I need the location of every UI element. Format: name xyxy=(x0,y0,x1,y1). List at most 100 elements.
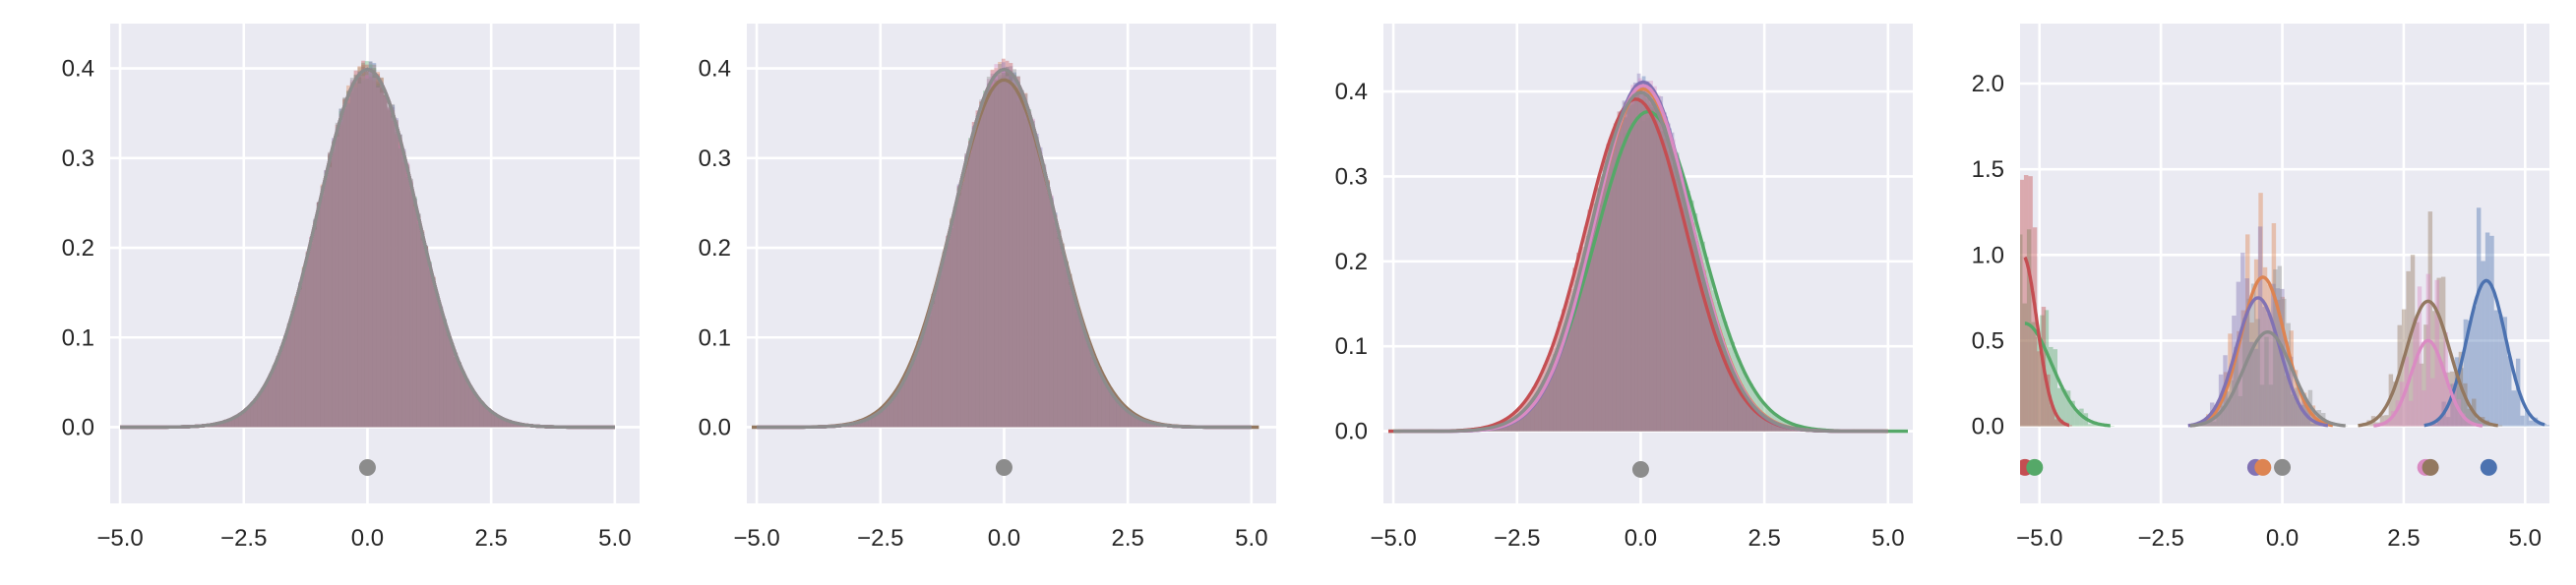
histogram-bar xyxy=(301,274,306,428)
histogram-bar xyxy=(301,268,306,428)
histogram-bar xyxy=(897,385,902,428)
histogram-bar xyxy=(883,407,888,428)
histogram-bar xyxy=(376,72,381,428)
histogram-bar xyxy=(1664,131,1669,432)
histogram-bar xyxy=(2293,396,2298,427)
histogram-bar xyxy=(364,75,369,428)
histogram-bar xyxy=(234,416,239,428)
histogram-bar xyxy=(450,343,455,428)
histogram-bar xyxy=(431,276,436,428)
histogram-bar xyxy=(483,406,488,428)
histogram-bar xyxy=(868,418,872,428)
histogram-bar xyxy=(227,420,232,428)
histogram-bar xyxy=(1696,248,1700,432)
histogram-bar xyxy=(1023,107,1028,428)
histogram-bar xyxy=(931,300,936,428)
histogram-bar xyxy=(1128,413,1132,428)
histogram-bar xyxy=(2450,383,2455,427)
histogram-bar xyxy=(887,403,890,428)
histogram-bar xyxy=(431,277,436,428)
histogram-bar xyxy=(458,362,461,428)
histogram-bar xyxy=(328,155,333,428)
histogram-bar xyxy=(938,267,943,428)
histogram-bar xyxy=(1612,135,1617,432)
histogram-bar xyxy=(483,405,488,428)
histogram-bar xyxy=(912,358,917,428)
histogram-bar xyxy=(398,141,402,428)
histogram-bar xyxy=(923,325,928,428)
histogram-bar xyxy=(2301,392,2307,427)
histogram-bar xyxy=(1776,423,1781,432)
histogram-bar xyxy=(305,260,310,428)
histogram-bar xyxy=(908,368,913,428)
histogram-bar xyxy=(342,108,347,428)
histogram-bar xyxy=(1001,69,1006,428)
histogram-bar xyxy=(1135,417,1139,428)
histogram-bar xyxy=(282,339,287,428)
histogram-bar xyxy=(1740,384,1744,432)
histogram-bar xyxy=(1519,414,1524,432)
histogram-bar xyxy=(401,157,406,428)
histogram-bar xyxy=(450,343,455,428)
histogram-bar xyxy=(276,356,280,428)
histogram-bar xyxy=(2223,372,2229,427)
histogram-bar xyxy=(1693,245,1698,432)
histogram-bar xyxy=(950,220,953,428)
histogram-bar xyxy=(2546,425,2549,427)
histogram-bar xyxy=(506,420,511,428)
histogram-bar xyxy=(1105,385,1110,428)
histogram-bar xyxy=(1563,339,1567,432)
histogram-bar xyxy=(416,213,421,428)
histogram-bar xyxy=(1135,417,1139,428)
histogram-bar xyxy=(983,98,987,428)
histogram-bar xyxy=(431,282,436,428)
histogram-bar xyxy=(1660,108,1665,432)
histogram-bar xyxy=(2422,390,2426,427)
histogram-bar xyxy=(398,145,402,428)
histogram-bar xyxy=(1660,121,1665,432)
histogram-bar xyxy=(1545,381,1550,432)
histogram-bar xyxy=(2229,380,2235,427)
histogram-bar xyxy=(491,412,495,428)
histogram-bar xyxy=(1019,89,1024,428)
histogram-bar xyxy=(261,388,266,428)
histogram-bar xyxy=(376,88,381,428)
histogram-bar xyxy=(460,372,465,428)
histogram-bar xyxy=(1529,407,1534,432)
histogram-bar xyxy=(1716,332,1720,432)
histogram-bar xyxy=(1034,137,1039,428)
histogram-bar xyxy=(1113,397,1117,428)
histogram-bar xyxy=(1679,172,1684,432)
histogram-bar xyxy=(460,371,465,428)
histogram-bar xyxy=(1706,316,1710,432)
histogram-bar xyxy=(1663,112,1667,432)
histogram-series-6 xyxy=(816,70,1196,428)
histogram-bar xyxy=(1622,100,1626,432)
histogram-bar xyxy=(1683,207,1687,432)
histogram-bar xyxy=(1644,86,1648,432)
histogram-bar xyxy=(1075,310,1080,428)
histogram-bar xyxy=(2262,307,2267,427)
histogram-bar xyxy=(1049,201,1054,428)
histogram-bar xyxy=(1722,344,1727,432)
histogram-bar xyxy=(1545,379,1550,432)
histogram-bar xyxy=(282,338,287,428)
x-tick-label: 5.0 xyxy=(1235,525,1267,552)
histogram-bar xyxy=(1636,73,1641,432)
histogram-bar xyxy=(968,145,972,428)
histogram-bar xyxy=(428,269,432,428)
histogram-bar xyxy=(946,235,951,428)
histogram-bar xyxy=(1521,415,1526,432)
histogram-bar xyxy=(935,283,939,428)
y-tick-label: 1.5 xyxy=(1972,156,2004,183)
histogram-bar xyxy=(1697,234,1702,432)
histogram-bar xyxy=(1097,372,1102,428)
histogram-bar xyxy=(506,420,511,428)
histogram-bar xyxy=(316,202,321,428)
histogram-bar xyxy=(1583,226,1588,432)
histogram-bar xyxy=(908,368,913,428)
histogram-bar xyxy=(464,380,469,428)
y-tick-label: 0.3 xyxy=(699,146,731,172)
histogram-bar xyxy=(1142,419,1147,428)
histogram-bar xyxy=(938,272,943,428)
